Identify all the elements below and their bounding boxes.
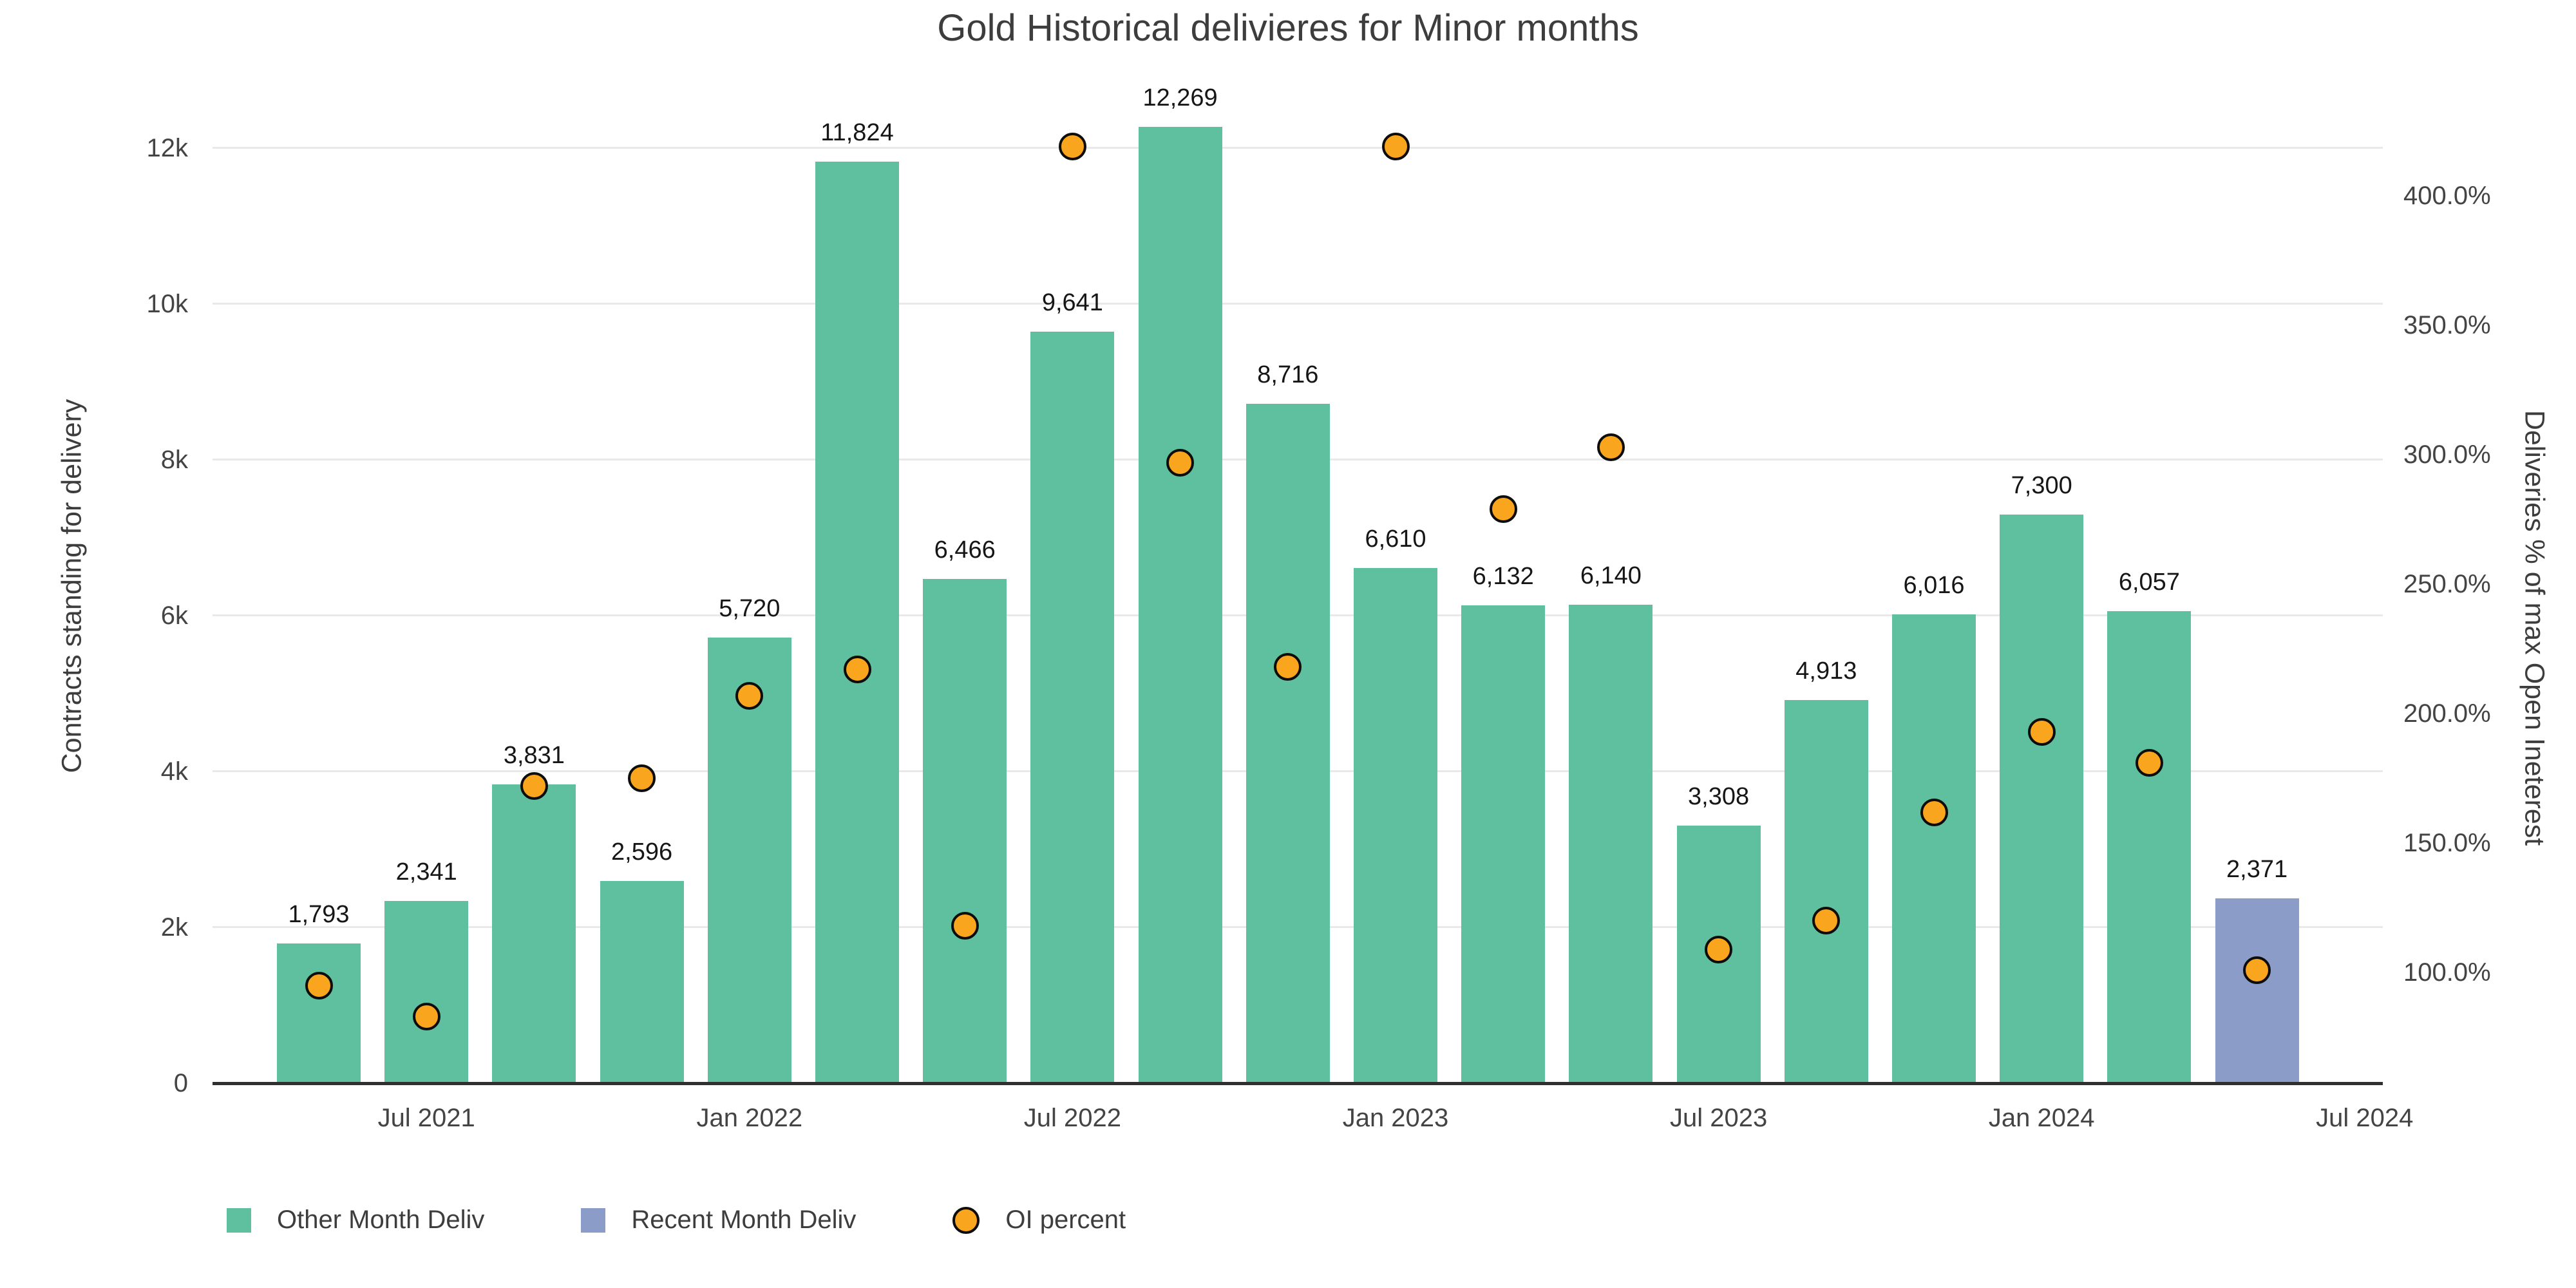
bar-value-label-may-2021: 1,793	[288, 901, 350, 928]
oi-percent-marker-may-2022	[951, 912, 979, 940]
bar-value-label-jan-2023: 6,610	[1365, 526, 1426, 553]
oi-percent-marker-jul-2023	[1705, 935, 1733, 963]
legend-square-marker	[227, 1208, 251, 1233]
bar-mar-2022	[815, 162, 899, 1083]
oi-percent-marker-jul-2022	[1058, 133, 1086, 161]
left-axis-tick-2k: 2k	[160, 913, 188, 942]
right-axis-tick-400.0%: 400.0%	[2403, 182, 2491, 211]
right-axis-tick-200.0%: 200.0%	[2403, 699, 2491, 728]
right-axis-tick-150.0%: 150.0%	[2403, 829, 2491, 858]
oi-percent-marker-nov-2023	[1920, 798, 1948, 826]
bar-nov-2023	[1892, 614, 1976, 1083]
bar-value-label-sep-2021: 3,831	[503, 742, 565, 770]
bar-jul-2021	[384, 900, 469, 1083]
bar-value-label-mar-2023: 6,132	[1472, 562, 1534, 590]
oi-percent-marker-may-2024	[2243, 956, 2271, 984]
x-axis-tick-jul-2022: Jul 2022	[1023, 1104, 1121, 1132]
x-axis-tick-jul-2021: Jul 2021	[377, 1104, 475, 1132]
bar-nov-2022	[1245, 404, 1330, 1083]
oi-percent-marker-sep-2021	[520, 772, 548, 800]
x-axis-tick-jul-2023: Jul 2023	[1669, 1104, 1768, 1132]
bar-value-label-jul-2021: 2,341	[395, 858, 457, 886]
bar-value-label-jul-2022: 9,641	[1041, 289, 1103, 317]
bar-value-label-mar-2022: 11,824	[820, 119, 894, 147]
bar-value-label-may-2024: 2,371	[2226, 856, 2288, 884]
bar-mar-2023	[1461, 605, 1546, 1083]
bar-jan-2022	[707, 637, 791, 1083]
legend-item-other-month-deliv[interactable]: Other Month Deliv	[227, 1206, 484, 1235]
x-axis-tick-jan-2023: Jan 2023	[1342, 1104, 1449, 1132]
bar-value-label-mar-2024: 6,057	[2118, 568, 2180, 596]
bar-may-2022	[923, 579, 1007, 1083]
legend-square-marker	[581, 1208, 606, 1233]
gridline-10k	[213, 303, 2383, 305]
legend-label: Other Month Deliv	[277, 1206, 485, 1234]
bar-mar-2024	[2107, 611, 2192, 1083]
left-axis-tick-10k: 10k	[146, 289, 189, 318]
bar-jul-2022	[1030, 332, 1115, 1083]
left-axis-tick-12k: 12k	[146, 133, 189, 162]
oi-percent-marker-mar-2024	[2135, 749, 2163, 777]
left-axis-tick-0: 0	[173, 1069, 188, 1097]
x-axis-line	[213, 1082, 2383, 1085]
oi-percent-marker-sep-2023	[1812, 907, 1841, 935]
oi-percent-marker-nov-2021	[628, 764, 656, 793]
left-axis-tick-6k: 6k	[160, 601, 188, 630]
bar-jan-2023	[1354, 568, 1437, 1083]
chart-title: Gold Historical delivieres for Minor mon…	[937, 7, 1639, 49]
x-axis-tick-jul-2024: Jul 2024	[2316, 1104, 2414, 1132]
legend-circle-marker	[952, 1206, 980, 1234]
bar-value-label-nov-2022: 8,716	[1257, 361, 1319, 389]
bar-value-label-may-2023: 6,140	[1580, 562, 1642, 589]
x-axis-tick-jan-2022: Jan 2022	[696, 1104, 803, 1132]
x-axis-tick-jan-2024: Jan 2024	[1988, 1104, 2095, 1132]
bar-value-label-jan-2022: 5,720	[719, 594, 781, 622]
oi-percent-marker-mar-2023	[1489, 495, 1517, 524]
bar-may-2023	[1569, 604, 1653, 1083]
right-axis-tick-350.0%: 350.0%	[2403, 311, 2491, 340]
bar-value-label-nov-2021: 2,596	[611, 838, 673, 866]
right-axis-tick-250.0%: 250.0%	[2403, 570, 2491, 599]
left-axis-tick-4k: 4k	[160, 757, 188, 786]
legend-item-oi-percent[interactable]: OI percent	[952, 1206, 1126, 1235]
oi-percent-marker-jul-2021	[412, 1003, 440, 1031]
oi-percent-marker-jan-2023	[1381, 133, 1410, 161]
bar-value-label-nov-2023: 6,016	[1903, 571, 1965, 599]
bar-may-2021	[277, 943, 361, 1083]
bar-sep-2022	[1138, 127, 1222, 1083]
oi-percent-marker-may-2021	[305, 971, 333, 999]
bar-value-label-jan-2024: 7,300	[2011, 471, 2072, 499]
bar-sep-2021	[492, 784, 576, 1083]
bar-value-label-sep-2023: 4,913	[1795, 658, 1857, 685]
bar-may-2024	[2215, 898, 2299, 1083]
oi-percent-marker-sep-2022	[1166, 448, 1195, 477]
oi-percent-marker-jan-2024	[2027, 717, 2056, 746]
right-axis-tick-100.0%: 100.0%	[2403, 958, 2491, 987]
gridline-12k	[213, 147, 2383, 149]
bar-jan-2024	[2000, 514, 2084, 1083]
bar-sep-2023	[1784, 700, 1868, 1083]
bar-value-label-sep-2022: 12,269	[1142, 84, 1218, 112]
bar-nov-2021	[600, 880, 684, 1083]
oi-percent-marker-may-2023	[1596, 433, 1625, 461]
oi-percent-marker-mar-2022	[843, 656, 871, 684]
oi-percent-marker-nov-2022	[1274, 653, 1302, 681]
legend-label: Recent Month Deliv	[631, 1206, 857, 1234]
bar-value-label-jul-2023: 3,308	[1688, 782, 1750, 810]
bar-value-label-may-2022: 6,466	[934, 536, 996, 564]
legend-item-recent-month-deliv[interactable]: Recent Month Deliv	[581, 1206, 856, 1235]
legend-label: OI percent	[1005, 1206, 1126, 1234]
legend: Other Month Deliv Recent Month Deliv OI pe…	[227, 1206, 1222, 1235]
oi-percent-marker-jan-2022	[735, 681, 764, 710]
left-axis-tick-8k: 8k	[160, 445, 188, 474]
right-axis-tick-300.0%: 300.0%	[2403, 440, 2491, 469]
